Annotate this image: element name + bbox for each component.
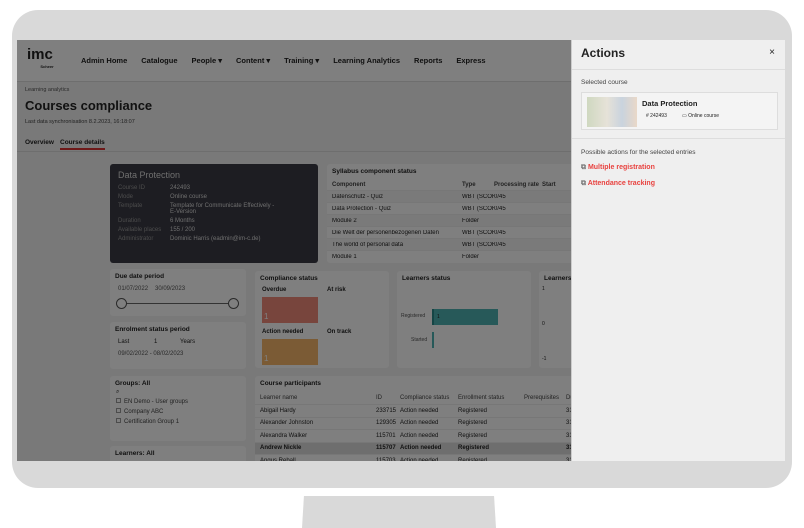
screen: imcScheer Admin Home Catalogue People ▾ … [17, 40, 785, 461]
course-mode: ▭ Online course [682, 113, 719, 119]
selected-course-label: Selected course [581, 79, 628, 86]
close-icon[interactable]: × [769, 47, 775, 58]
divider [572, 138, 785, 139]
link-label: Attendance tracking [587, 180, 655, 187]
possible-actions-label: Possible actions for the selected entrie… [581, 149, 696, 156]
selected-course-card[interactable]: Data Protection # 242493 ▭ Online course [581, 92, 778, 130]
monitor-stand [302, 496, 496, 528]
actions-panel: Actions × Selected course Data Protectio… [571, 40, 785, 461]
link-label: Multiple registration [587, 164, 655, 171]
modal-backdrop[interactable] [17, 40, 572, 461]
course-id: # 242493 [646, 113, 667, 119]
actions-title: Actions [581, 46, 626, 60]
course-title: Data Protection [642, 99, 698, 108]
mode-icon: ▭ [682, 113, 689, 119]
multiple-registration-link[interactable]: ⧉ Multiple registration [581, 164, 655, 172]
hash-icon: # [646, 113, 651, 119]
external-link-icon: ⧉ [581, 180, 588, 187]
course-id-value: 242493 [650, 113, 667, 119]
attendance-tracking-link[interactable]: ⧉ Attendance tracking [581, 180, 655, 188]
course-mode-value: Online course [688, 113, 719, 119]
external-link-icon: ⧉ [581, 164, 588, 171]
course-thumbnail [587, 97, 637, 127]
